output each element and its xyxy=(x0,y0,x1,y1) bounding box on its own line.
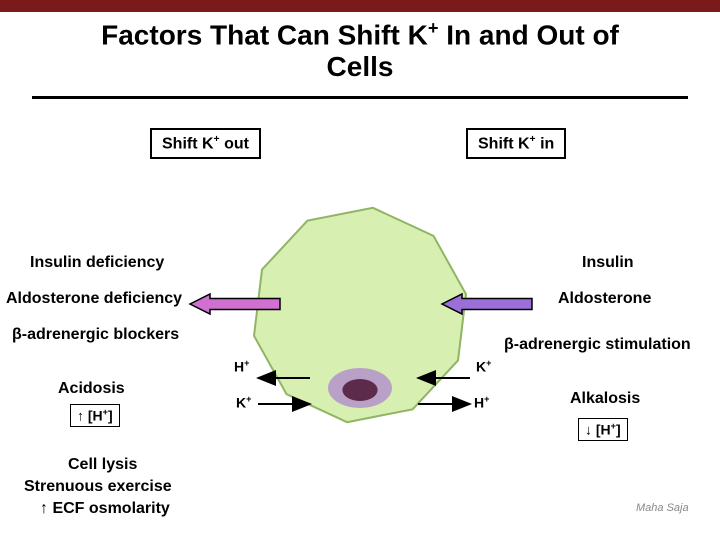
insulin: Insulin xyxy=(582,254,634,272)
ion-k-right: K+ xyxy=(476,358,491,375)
h-down-post: ] xyxy=(616,422,621,438)
ecf-osmolarity: ↑ ECF osmolarity xyxy=(40,500,170,518)
beta-stimulation: β-adrenergic stimulation xyxy=(504,336,691,354)
ion-h-pre: H xyxy=(234,359,244,375)
ion-k-pre2: K xyxy=(476,359,486,375)
ion-h-sup: + xyxy=(244,358,249,368)
arrow-in xyxy=(442,294,532,314)
aldosterone-deficiency: Aldosterone deficiency xyxy=(6,290,182,308)
ion-k-left: K+ xyxy=(236,394,251,411)
beta-blockers: β-adrenergic blockers xyxy=(12,326,179,344)
cell-lysis: Cell lysis xyxy=(68,456,137,474)
strenuous-exercise: Strenuous exercise xyxy=(24,478,172,496)
h-up-post: ] xyxy=(108,408,113,424)
ion-k-pre: K xyxy=(236,395,246,411)
h-down-box: ↓ [H+] xyxy=(578,418,628,441)
h-down-pre: ↓ [H xyxy=(585,422,611,438)
ion-k-sup2: + xyxy=(486,358,491,368)
insulin-deficiency: Insulin deficiency xyxy=(30,254,164,272)
h-up-box: ↑ [H+] xyxy=(70,404,120,427)
ion-h-pre2: H xyxy=(474,395,484,411)
alkalosis: Alkalosis xyxy=(570,390,640,408)
acidosis: Acidosis xyxy=(58,380,125,398)
ion-h-sup2: + xyxy=(484,394,489,404)
ion-h-left: H+ xyxy=(234,358,249,375)
h-up-pre: ↑ [H xyxy=(77,408,103,424)
ion-h-right: H+ xyxy=(474,394,489,411)
aldosterone: Aldosterone xyxy=(558,290,651,308)
nucleus-inner xyxy=(342,379,377,401)
ion-k-sup: + xyxy=(246,394,251,404)
signature: Maha Saja xyxy=(636,502,689,514)
